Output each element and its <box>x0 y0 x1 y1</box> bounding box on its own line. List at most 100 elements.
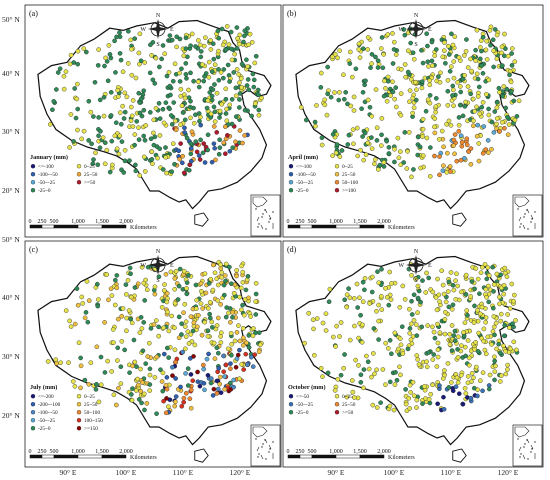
station-point <box>82 315 88 321</box>
station-point <box>216 48 221 54</box>
station-point <box>389 351 394 357</box>
station-point <box>78 385 83 391</box>
station-point <box>319 135 325 141</box>
station-point <box>486 106 491 112</box>
station-point <box>456 334 461 340</box>
station-point <box>111 392 117 398</box>
station-point <box>324 112 330 118</box>
station-point <box>400 351 406 356</box>
station-point <box>425 59 431 65</box>
station-point <box>433 109 438 115</box>
station-point <box>149 149 155 155</box>
station-point <box>423 290 429 295</box>
panel-label: (a) <box>29 9 38 18</box>
station-point <box>130 124 136 129</box>
station-point <box>459 139 465 145</box>
station-point <box>446 52 452 57</box>
station-point <box>173 394 179 399</box>
station-point <box>462 385 468 391</box>
station-point <box>124 292 129 297</box>
station-point <box>332 90 337 95</box>
station-point <box>442 331 448 337</box>
station-point <box>469 68 474 74</box>
station-point <box>170 141 176 146</box>
legend-swatch <box>76 164 82 169</box>
station-point <box>385 74 391 80</box>
station-point <box>431 329 437 335</box>
station-point <box>427 100 433 106</box>
station-point <box>355 153 360 159</box>
station-point <box>128 271 133 277</box>
station-point <box>358 312 363 318</box>
station-point <box>90 161 96 166</box>
legend: October (mm)<=-50-50~-25-25~00~2525~50>=… <box>288 384 356 416</box>
scale-segment <box>287 454 301 459</box>
scale-unit: Kilometers <box>388 455 415 461</box>
station-point <box>216 151 222 157</box>
station-point <box>160 370 166 376</box>
station-point <box>115 358 120 363</box>
station-point <box>198 122 204 128</box>
station-point <box>320 320 326 326</box>
station-point <box>440 54 446 60</box>
station-point <box>364 353 369 359</box>
station-point <box>437 172 442 178</box>
compass-letter: W <box>140 263 146 269</box>
scale-tick-label: 250 <box>38 219 47 225</box>
china-map <box>295 255 530 463</box>
station-point <box>201 43 207 49</box>
station-point <box>207 90 213 95</box>
station-point <box>108 286 114 292</box>
station-point <box>171 100 177 105</box>
legend-label: <=-100 <box>296 164 312 170</box>
latitude-label: 30° N <box>2 352 20 361</box>
station-point <box>402 297 408 302</box>
station-point <box>351 141 356 147</box>
station-point <box>256 349 262 355</box>
station-point <box>441 48 447 53</box>
station-point <box>427 78 433 83</box>
station-point <box>253 299 259 304</box>
station-point <box>450 87 456 93</box>
station-point <box>224 106 229 112</box>
station-point <box>456 115 462 120</box>
station-point <box>181 395 187 401</box>
station-point <box>98 354 104 360</box>
legend-label: -100~-50 <box>296 172 316 178</box>
station-point <box>463 272 469 278</box>
station-point <box>148 42 153 48</box>
station-point <box>361 157 367 163</box>
station-point <box>161 120 167 126</box>
station-point <box>432 124 437 130</box>
station-point <box>468 146 474 151</box>
station-point <box>302 340 307 346</box>
station-point <box>166 404 171 409</box>
station-point <box>465 65 471 70</box>
station-point <box>487 28 493 33</box>
station-point <box>172 276 178 281</box>
station-point <box>399 67 404 72</box>
station-point <box>337 334 342 339</box>
station-point <box>223 314 229 320</box>
station-point <box>210 262 216 268</box>
station-point <box>497 129 502 134</box>
station-point <box>503 105 509 111</box>
legend: January (mm)<=-100-100~-50-50~-25-25~00~… <box>30 154 98 194</box>
station-point <box>514 347 519 353</box>
station-point <box>415 152 421 158</box>
station-point <box>323 311 329 316</box>
station-point <box>256 330 262 335</box>
legend-label: -200~-100 <box>38 402 61 408</box>
station-point <box>109 293 115 298</box>
station-point <box>114 285 120 291</box>
station-point <box>215 315 221 321</box>
station-point <box>409 174 414 180</box>
china-map <box>295 19 530 227</box>
station-point <box>347 49 353 55</box>
station-point <box>206 74 212 80</box>
station-point <box>481 124 487 129</box>
station-point <box>360 134 365 139</box>
legend-item: >=100 <box>334 188 356 194</box>
station-point <box>476 158 482 164</box>
